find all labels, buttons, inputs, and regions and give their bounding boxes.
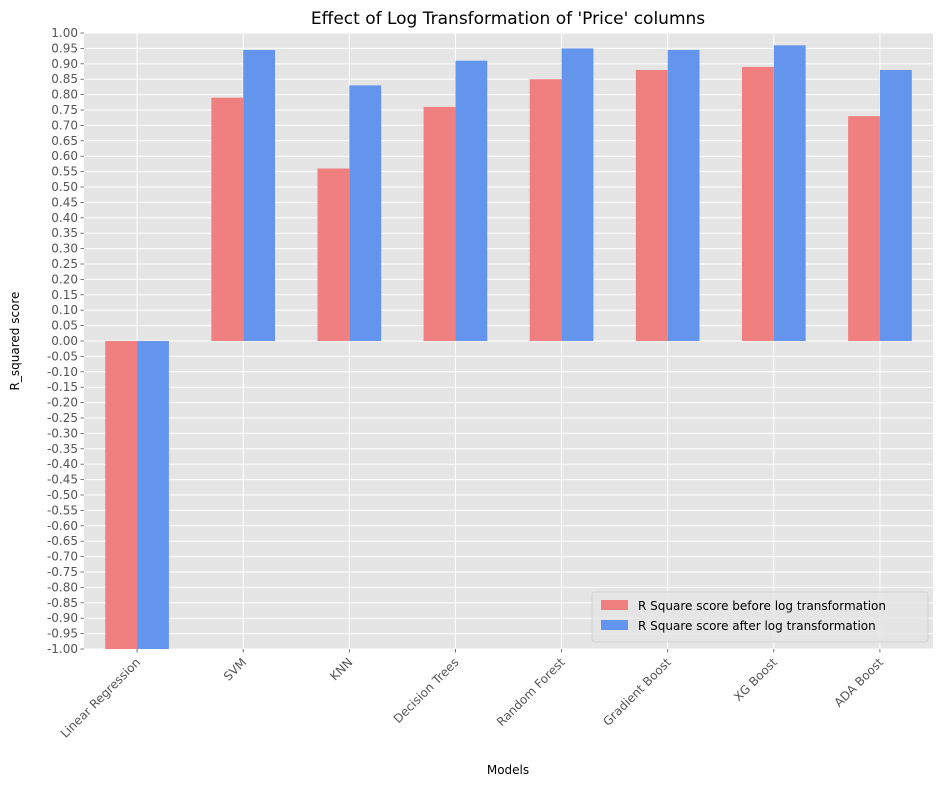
y-tick-label: -0.80 — [47, 580, 78, 594]
x-tick-label: Decision Trees — [391, 655, 462, 726]
y-tick-label: 0.45 — [51, 195, 78, 209]
x-tick-label: SVM — [221, 655, 249, 683]
y-tick-label: -0.75 — [47, 565, 78, 579]
y-tick-label: -0.55 — [47, 503, 78, 517]
y-tick-label: 0.15 — [51, 288, 78, 302]
y-tick-label: -0.45 — [47, 473, 78, 487]
y-tick-label: 0.90 — [51, 57, 78, 71]
bar-before — [211, 97, 244, 342]
legend-label: R Square score after log transformation — [638, 619, 876, 633]
legend-swatch — [601, 600, 628, 610]
y-tick-label: 0.80 — [51, 88, 78, 102]
y-tick-label: 0.70 — [51, 118, 78, 132]
y-tick-label: 0.35 — [51, 226, 78, 240]
y-tick-label: 0.20 — [51, 272, 78, 286]
bar-after — [349, 85, 382, 341]
y-tick-label: 0.55 — [51, 165, 78, 179]
bar-after — [773, 45, 806, 341]
y-tick-label: 0.75 — [51, 103, 78, 117]
y-tick-label: 0.05 — [51, 319, 78, 333]
bar-before — [741, 66, 774, 341]
y-tick-label: 0.95 — [51, 41, 78, 55]
x-tick-label: Linear Regression — [58, 655, 143, 740]
y-tick-label: 0.65 — [51, 134, 78, 148]
y-axis-ticks: -1.00-0.95 -0.90-0.85 -0.80-0.75-0.70 -0.65… — [47, 26, 84, 656]
bar-after — [137, 341, 169, 649]
y-tick-label: -0.35 — [47, 442, 78, 456]
y-tick-label: 0.60 — [51, 149, 78, 163]
legend-box — [591, 591, 929, 643]
y-tick-label: 0.00 — [51, 334, 78, 348]
legend-label: R Square score before log transformation — [638, 599, 886, 613]
legend: R Square score before log transformation… — [591, 591, 929, 643]
y-tick-label: -0.60 — [47, 519, 78, 533]
x-tick-label: KNN — [327, 655, 355, 683]
y-tick-label: 0.40 — [51, 211, 78, 225]
y-tick-label: -1.00 — [47, 642, 78, 656]
legend-swatch — [601, 620, 628, 630]
bar-before — [105, 341, 138, 649]
x-tick-label: ADA Boost — [832, 655, 887, 710]
x-tick-label: Random Forest — [494, 655, 568, 729]
bar-before — [423, 106, 456, 341]
y-tick-label: 0.85 — [51, 72, 78, 86]
x-tick-label: Gradient Boost — [600, 655, 674, 729]
bar-after — [561, 48, 594, 342]
bar-before — [848, 116, 880, 341]
bar-before — [529, 79, 562, 341]
y-tick-label: -0.05 — [47, 349, 78, 363]
y-tick-label: -0.70 — [47, 550, 78, 564]
y-tick-label: 0.25 — [51, 257, 78, 271]
y-tick-label: -0.40 — [47, 457, 78, 471]
y-tick-label: 0.30 — [51, 242, 78, 256]
y-tick-label: -0.90 — [47, 611, 78, 625]
bar-after — [455, 60, 488, 341]
y-tick-label: -0.30 — [47, 426, 78, 440]
bar-before — [635, 69, 668, 342]
y-tick-label: 1.00 — [51, 26, 78, 40]
bar-before — [317, 168, 350, 341]
y-tick-label: -0.95 — [47, 627, 78, 641]
bar-after — [879, 69, 912, 342]
y-tick-label: -0.20 — [47, 396, 78, 410]
bars — [105, 45, 912, 649]
bar-after — [667, 49, 700, 341]
y-tick-label: 0.10 — [51, 303, 78, 317]
x-axis-ticks: Linear Regression SVM KNN Decision Trees Ran… — [58, 649, 886, 741]
x-tick-label: XG Boost — [731, 655, 780, 704]
y-tick-label: -0.15 — [47, 380, 78, 394]
y-tick-label: -0.10 — [47, 365, 78, 379]
y-tick-label: -0.85 — [47, 596, 78, 610]
bar-after — [243, 49, 276, 341]
y-tick-label: 0.50 — [51, 180, 78, 194]
chart-title: Effect of Log Transformation of 'Price' … — [311, 9, 705, 29]
x-axis-label: Models — [487, 763, 529, 777]
y-axis-label: R_squared score — [8, 292, 22, 391]
y-tick-label: -0.25 — [47, 411, 78, 425]
y-tick-label: -0.65 — [47, 534, 78, 548]
y-tick-label: -0.50 — [47, 488, 78, 502]
